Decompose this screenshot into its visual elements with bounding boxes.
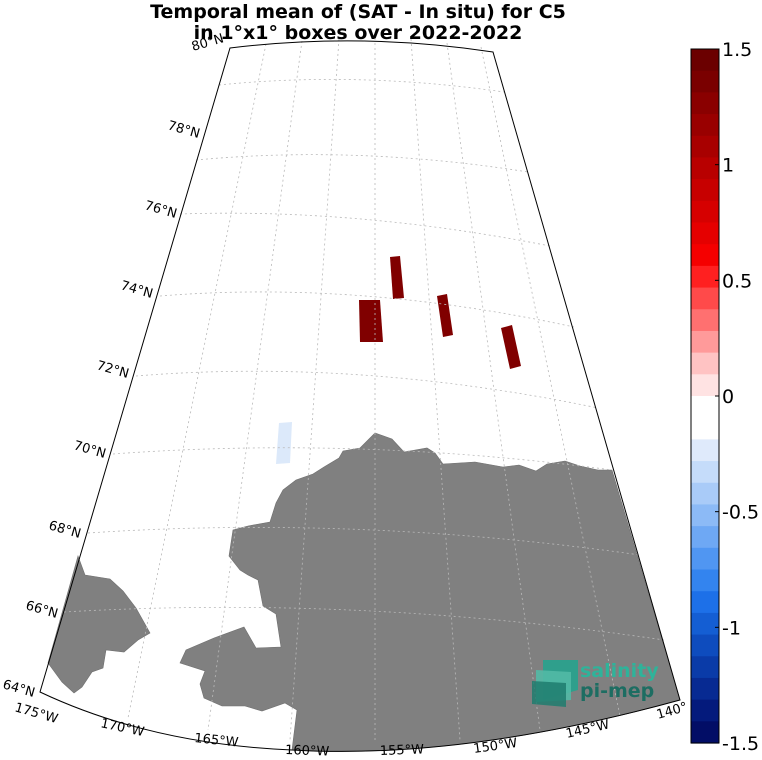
colorbar-tick-label: -1.5 xyxy=(722,733,759,755)
latitude-gridlines xyxy=(63,79,665,641)
colorbar-cell xyxy=(691,70,719,93)
colorbar-cell xyxy=(691,634,719,657)
colorbar-tick-label: 1 xyxy=(722,155,734,177)
lat-label: 78°N xyxy=(166,118,202,141)
map-title-line2: in 1°x1° boxes over 2022-2022 xyxy=(194,22,523,44)
logo-text-salinity: salinity xyxy=(580,660,659,682)
colorbar-gradient xyxy=(691,49,719,744)
logo-text-pimep: pi-mep xyxy=(580,680,654,702)
colorbar-cell xyxy=(691,49,719,72)
colorbar-tick-label: -0.5 xyxy=(722,502,759,524)
colorbar-cell xyxy=(691,461,719,484)
lat-label: 70°N xyxy=(72,438,108,461)
salinity-pi-mep-logo: salinity pi-mep xyxy=(532,660,659,707)
data-boxes xyxy=(276,256,521,464)
colorbar-tick-label: 0.5 xyxy=(722,270,752,292)
colorbar-cell xyxy=(691,265,719,289)
lon-label: 155°W xyxy=(380,742,425,759)
lat-label: 66°N xyxy=(24,598,60,621)
latitude-labels: 80°N 78°N 76°N 74°N 72°N 70°N 68°N 66°N … xyxy=(1,31,226,700)
colorbar-cell xyxy=(691,244,719,267)
colorbar-cell xyxy=(691,677,719,701)
colorbar-cell xyxy=(691,612,719,636)
lat-label: 74°N xyxy=(119,278,155,301)
lat-label: 68°N xyxy=(47,518,83,541)
lat-label: 72°N xyxy=(95,358,131,381)
lat-label: 76°N xyxy=(143,198,179,221)
colorbar-cell xyxy=(691,330,719,354)
data-box xyxy=(276,422,292,464)
colorbar-cell xyxy=(691,396,719,419)
colorbar: 1.5 1 0.5 0 -0.5 -1 -1.5 xyxy=(690,39,759,755)
map-frame xyxy=(39,40,681,752)
colorbar-cell xyxy=(691,374,719,397)
data-box xyxy=(437,294,453,337)
data-box xyxy=(501,325,521,369)
colorbar-cell xyxy=(691,135,719,159)
colorbar-cell xyxy=(691,591,719,614)
colorbar-cell xyxy=(691,699,719,722)
colorbar-cell xyxy=(691,721,719,744)
map-title-line1: Temporal mean of (SAT - In situ) for C5 xyxy=(150,1,566,23)
colorbar-cell xyxy=(691,309,719,332)
lon-label: 150°W xyxy=(472,736,518,757)
colorbar-cell xyxy=(691,482,719,506)
colorbar-cell xyxy=(691,92,719,115)
colorbar-cell xyxy=(691,547,719,571)
colorbar-ticks: 1.5 1 0.5 0 -0.5 -1 -1.5 xyxy=(715,39,759,755)
colorbar-cell xyxy=(691,222,719,245)
lon-label: 165°W xyxy=(194,731,240,751)
lon-label: 175°W xyxy=(13,700,60,727)
lon-label: 160°W xyxy=(285,743,330,760)
lat-label: 64°N xyxy=(1,677,37,700)
data-box xyxy=(390,256,404,299)
colorbar-cell xyxy=(691,157,719,180)
colorbar-cell xyxy=(691,179,719,202)
colorbar-cell xyxy=(691,656,719,679)
data-box xyxy=(359,300,383,342)
colorbar-cell xyxy=(691,569,719,592)
colorbar-cell xyxy=(691,439,719,462)
colorbar-cell xyxy=(691,526,719,549)
colorbar-cell xyxy=(691,504,719,527)
land-chukotka xyxy=(47,555,151,694)
colorbar-cell xyxy=(691,287,719,310)
longitude-gridlines xyxy=(127,38,621,743)
colorbar-cell xyxy=(691,114,719,137)
colorbar-cell xyxy=(691,200,719,224)
colorbar-tick-label: 1.5 xyxy=(722,39,752,61)
colorbar-tick-label: -1 xyxy=(722,617,741,639)
colorbar-tick-label: 0 xyxy=(722,386,734,408)
colorbar-cell xyxy=(691,417,719,440)
colorbar-cell xyxy=(691,352,719,375)
